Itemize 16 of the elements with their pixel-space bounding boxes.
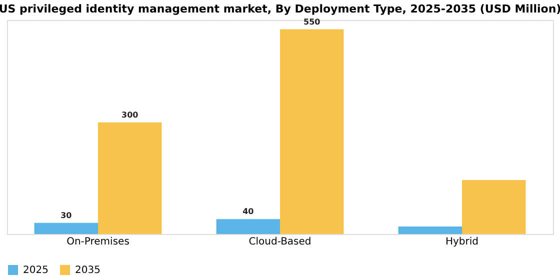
bar: [280, 29, 344, 234]
bar: [216, 219, 280, 234]
bar: [462, 180, 526, 234]
data-label: 550: [304, 17, 321, 26]
legend-label: 2035: [75, 265, 100, 276]
x-tick-label: Cloud-Based: [248, 236, 312, 248]
data-label: 40: [242, 207, 254, 216]
bar: [398, 226, 462, 234]
x-tick-label: On-Premises: [66, 236, 130, 248]
data-label: 30: [60, 210, 72, 220]
bar: [34, 222, 98, 234]
chart-title: US privileged identity management market, By Deployment Type, 2025-2035 (USD Million): [0, 2, 560, 16]
bar: [98, 122, 162, 234]
legend-label: 2025: [23, 265, 48, 276]
x-tick-label: Hybrid: [445, 236, 479, 248]
data-label: 300: [122, 110, 139, 120]
